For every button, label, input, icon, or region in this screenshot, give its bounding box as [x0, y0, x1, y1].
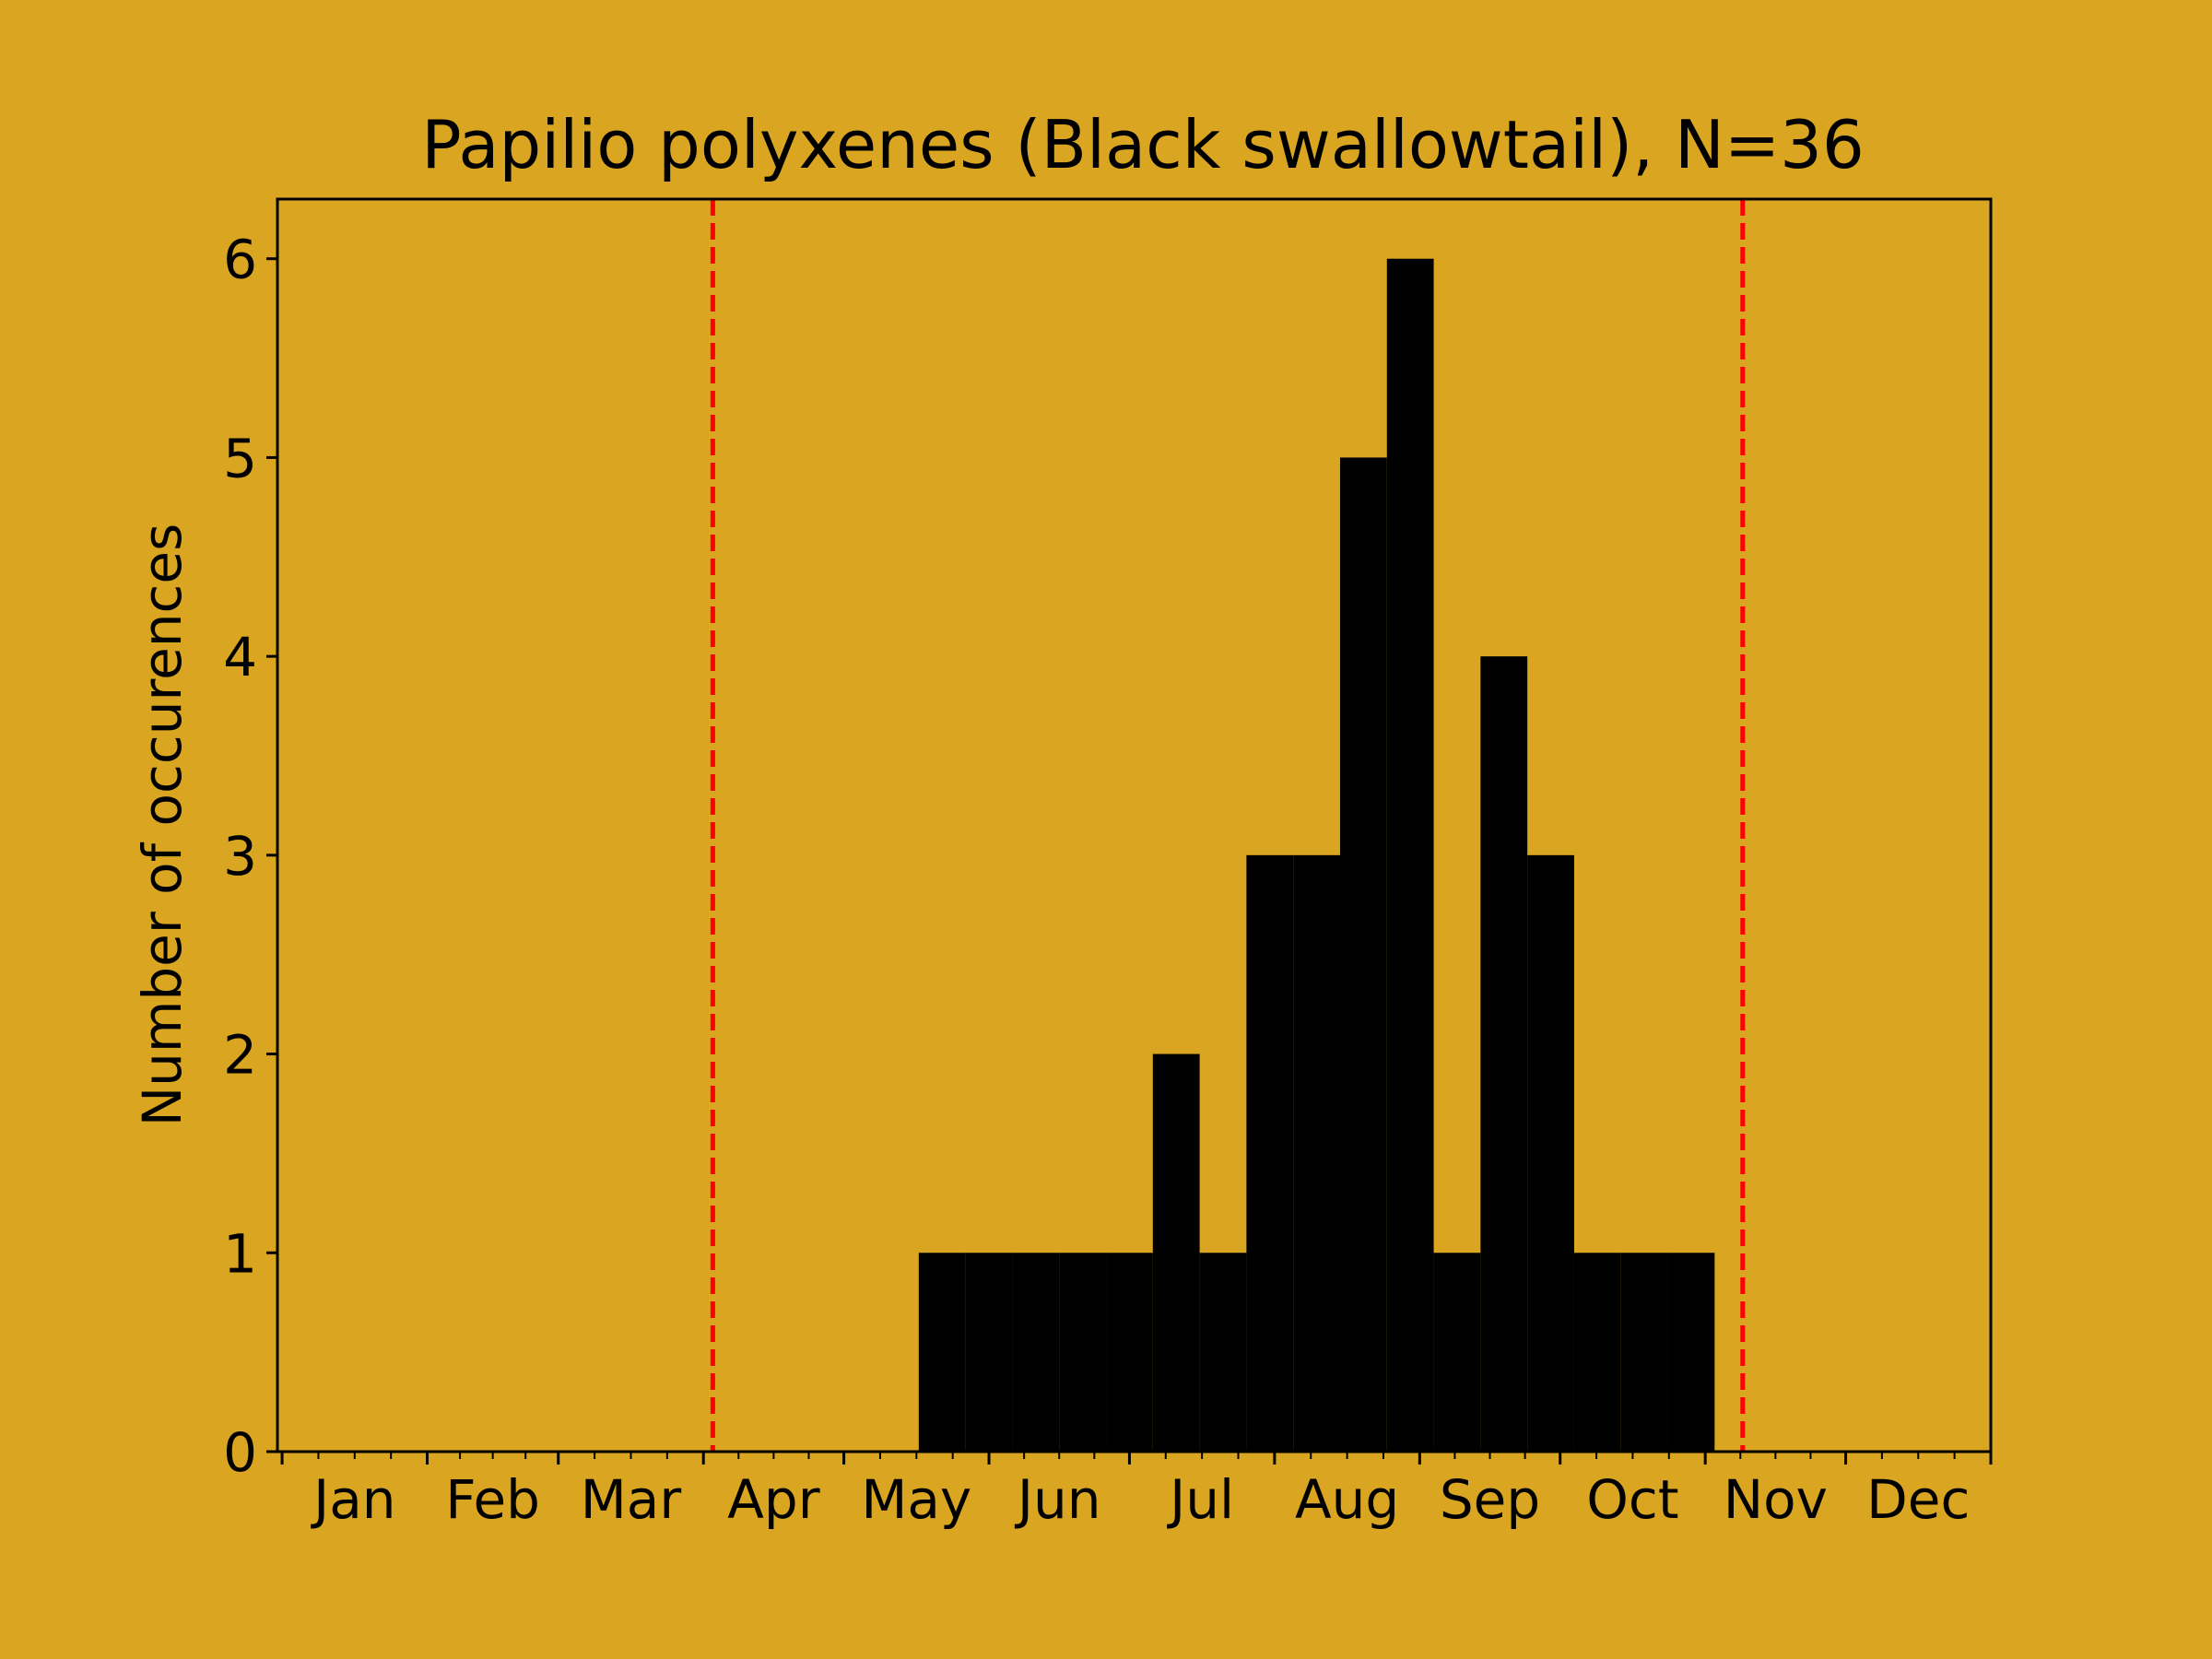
x-tick-label: Sep: [1440, 1468, 1540, 1531]
x-tick-label: Jun: [1015, 1468, 1101, 1531]
histogram-bar: [1667, 1253, 1715, 1452]
histogram-bar: [1620, 1253, 1668, 1452]
x-tick-label: Aug: [1295, 1468, 1399, 1531]
x-tick-label: Oct: [1586, 1468, 1678, 1531]
histogram-bar: [1106, 1253, 1153, 1452]
x-tick-label: Dec: [1866, 1468, 1970, 1531]
y-axis-label: Number of occurences: [131, 524, 194, 1127]
chart-title: Papilio polyxenes (Black swallowtail), N…: [421, 106, 1865, 183]
y-tick-label: 0: [223, 1421, 257, 1484]
histogram-bar: [1527, 854, 1574, 1452]
histogram-bar: [1433, 1253, 1481, 1452]
y-tick-label: 2: [223, 1024, 257, 1087]
histogram-bar: [1199, 1253, 1247, 1452]
bars-group: [918, 258, 1715, 1452]
histogram-bar: [918, 1253, 966, 1452]
histogram-bar: [1152, 1053, 1200, 1452]
y-tick-label: 6: [223, 229, 257, 291]
plot-frame: [276, 197, 1993, 1453]
histogram-bar: [1386, 258, 1434, 1452]
y-tick-label: 4: [223, 626, 257, 688]
y-tick-label: 5: [223, 427, 257, 489]
y-tick-label: 3: [223, 825, 257, 888]
histogram-bar: [1293, 854, 1340, 1452]
y-tick-label: 1: [223, 1222, 257, 1285]
histogram-bar: [1012, 1253, 1060, 1452]
x-tick-label: Mar: [581, 1468, 682, 1531]
histogram-bar: [1573, 1253, 1621, 1452]
x-tick-label: May: [861, 1468, 971, 1531]
x-tick-label: Apr: [727, 1468, 819, 1531]
histogram-bar: [1059, 1253, 1107, 1452]
histogram-bar: [1480, 656, 1528, 1452]
reference-lines-group: [710, 199, 1746, 1452]
x-tick-label: Jan: [311, 1468, 395, 1531]
histogram-bar: [1246, 854, 1294, 1452]
y-axis: 0 1 2 3 4 5 6: [223, 229, 277, 1484]
histogram-bar: [1339, 457, 1387, 1452]
x-axis: Jan Feb Mar Apr May Jun Jul Aug Sep Oct Nov Dec: [280, 1452, 1993, 1531]
x-tick-label: Feb: [445, 1468, 540, 1531]
x-tick-label: Jul: [1167, 1468, 1234, 1531]
x-tick-label: Nov: [1724, 1468, 1828, 1531]
histogram-bar: [965, 1253, 1013, 1452]
